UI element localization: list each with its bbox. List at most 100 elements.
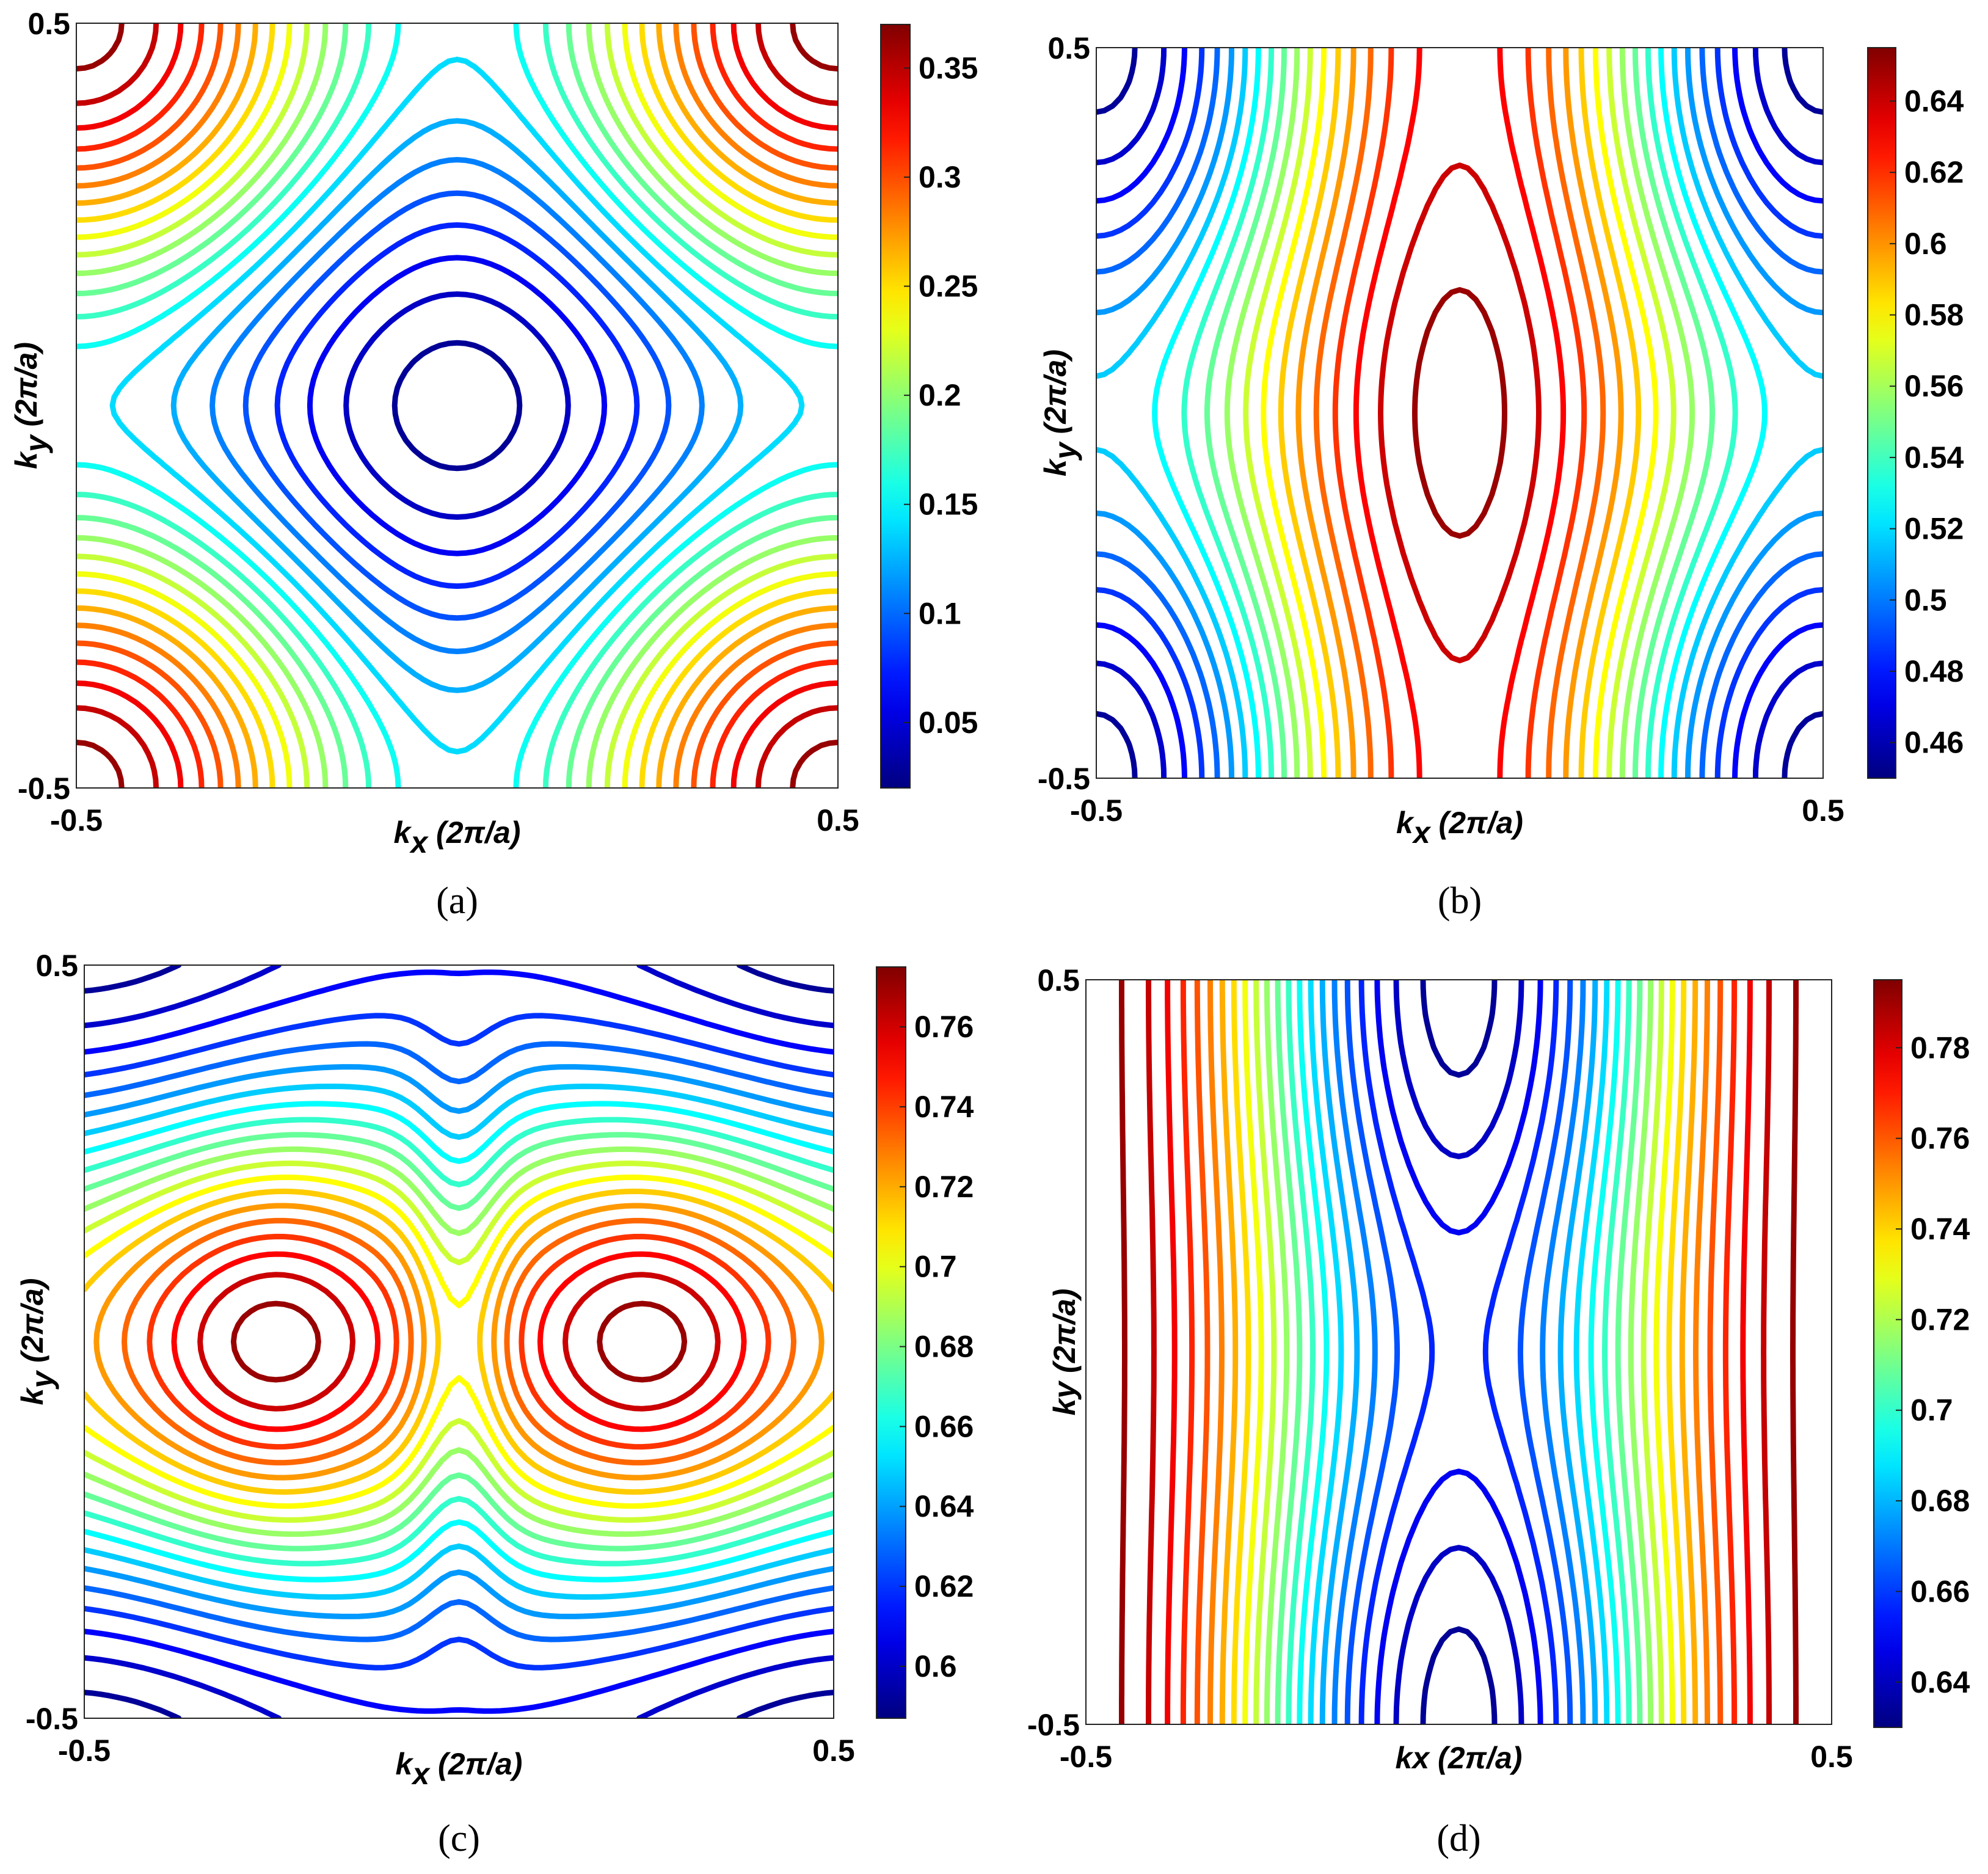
colorbar-tick-label: 0.64: [1910, 1665, 1970, 1699]
colorbar-tick-label: 0.6: [914, 1649, 957, 1683]
colorbar-tick-label: 0.68: [1910, 1484, 1970, 1518]
colorbar-tick-label: 0.3: [919, 160, 961, 194]
colorbar-tick-label: 0.74: [1910, 1212, 1970, 1246]
contour-level-21: [1146, 980, 1772, 1724]
contour-level-8: [1152, 48, 1768, 778]
colorbar-tick-label: 0.2: [919, 378, 961, 412]
contour-level-11: [84, 1146, 834, 1537]
contour-level-20: [1165, 980, 1753, 1724]
contour-lines: [76, 23, 838, 788]
contour-level-19: [197, 1272, 721, 1412]
colorbar-tick-label: 0.72: [1910, 1302, 1970, 1336]
x-tick-label: 0.5: [817, 803, 859, 837]
colorbar-tick-label: 0.54: [1904, 440, 1964, 475]
contour-level-12: [84, 1161, 834, 1523]
contour-level-6: [84, 1064, 834, 1619]
y-tick-label: -0.5: [18, 771, 70, 806]
contour-level-3: [307, 255, 608, 556]
y-tick-label: -0.5: [1038, 762, 1090, 796]
contour-level-14: [76, 23, 838, 788]
plot-frame: [1085, 979, 1832, 1725]
contour-level-9: [76, 23, 838, 788]
colorbar-tick-label: 0.64: [914, 1489, 974, 1523]
colorbar-tick-label: 0.66: [1910, 1574, 1970, 1608]
contour-level-6: [1096, 48, 1823, 778]
colorbar-tick-label: 0.25: [919, 269, 978, 304]
contour-level-18: [1194, 980, 1724, 1724]
colorbar-gradient: [880, 24, 911, 789]
contour-level-4: [1358, 980, 1559, 1724]
colorbar-tick-label: 0.68: [914, 1330, 974, 1364]
contour-level-17: [147, 1233, 771, 1450]
panel-b: -0.5 0.5 -0.5 0.5 kx (2π/a) ky (2π/a) 0.46 0.48…: [1038, 31, 1964, 922]
x-axis-label: kx (2π/a): [396, 1747, 523, 1791]
x-tick-label: 0.5: [812, 1734, 855, 1768]
colorbar: 0.6 0.62 0.64 0.66 0.68 0.7 0.72 0.74 0.76: [876, 966, 974, 1719]
y-tick-label: 0.5: [27, 7, 70, 41]
contour-level-15: [93, 1203, 825, 1481]
x-tick-label: -0.5: [50, 803, 103, 837]
y-tick-label: 0.5: [1037, 963, 1080, 997]
colorbar-tick-label: 0.58: [1904, 298, 1964, 332]
colorbar-tick-label: 0.7: [914, 1250, 957, 1284]
contour-level-1: [1096, 48, 1823, 778]
plot-frame: [1096, 47, 1824, 779]
contour-level-10: [84, 1132, 834, 1551]
colorbar-tick-label: 0.74: [914, 1090, 974, 1124]
contour-level-15: [1295, 48, 1624, 778]
colorbar-tick-label: 0.6: [1904, 227, 1947, 261]
x-tick-label: -0.5: [58, 1734, 111, 1768]
contour-level-16: [122, 1217, 796, 1466]
contour-level-16: [76, 23, 838, 788]
colorbar-tick-label: 0.35: [919, 51, 978, 85]
contour-level-14: [84, 1188, 834, 1495]
contour-level-13: [76, 23, 838, 788]
y-tick-label: -0.5: [26, 1702, 78, 1736]
x-tick-label: -0.5: [1060, 1740, 1112, 1774]
contour-level-15: [1231, 980, 1687, 1724]
contour-level-10: [1204, 48, 1716, 778]
contour-level-5: [1344, 980, 1573, 1724]
colorbar-tick-label: 0.52: [1904, 512, 1964, 546]
contour-level-16: [1219, 980, 1699, 1724]
contour-level-19: [76, 23, 838, 788]
x-tick-label: -0.5: [1070, 793, 1123, 828]
panel-label: (d): [1436, 1818, 1480, 1859]
contour-level-8: [109, 56, 805, 755]
contour-level-9: [1297, 980, 1621, 1724]
contour-level-2: [1393, 980, 1524, 1724]
contour-level-8: [1308, 980, 1610, 1724]
contour-level-21: [76, 23, 838, 788]
colorbar: 0.05 0.1 0.15 0.2 0.25 0.3 0.35: [880, 24, 978, 789]
contour-level-18: [1353, 48, 1567, 778]
panel-label: (b): [1438, 880, 1482, 922]
contour-level-20: [76, 23, 838, 788]
contour-level-9: [84, 1117, 834, 1567]
x-tick-label: 0.5: [1802, 793, 1844, 828]
contour-level-5: [1096, 48, 1823, 778]
colorbar-tick-label: 0.7: [1910, 1393, 1953, 1427]
panel-label: (a): [436, 880, 478, 922]
contour-level-7: [1096, 48, 1823, 778]
contour-level-14: [1242, 980, 1675, 1724]
panel-label: (c): [438, 1818, 480, 1859]
contour-level-1: [84, 965, 834, 1718]
colorbar-tick-label: 0.76: [914, 1010, 974, 1044]
contour-level-13: [1261, 48, 1659, 778]
colorbar: 0.46 0.48 0.5 0.52 0.54 0.56 0.58 0.6 0.62 0.64: [1867, 47, 1964, 779]
y-tick-label: 0.5: [35, 949, 78, 983]
contour-lines: [84, 965, 834, 1718]
contour-level-3: [84, 969, 834, 1714]
contour-level-17: [1332, 48, 1587, 778]
colorbar-tick-label: 0.64: [1904, 84, 1964, 118]
contour-level-2: [84, 965, 834, 1718]
contour-level-6: [1331, 980, 1586, 1724]
contour-level-13: [84, 1174, 834, 1509]
colorbar-tick-label: 0.66: [914, 1409, 974, 1443]
contour-level-22: [1119, 980, 1799, 1724]
contour-level-2: [1096, 48, 1823, 778]
x-tick-label: 0.5: [1810, 1740, 1853, 1774]
y-tick-label: 0.5: [1047, 31, 1090, 65]
contour-level-4: [274, 222, 640, 589]
contour-level-18: [171, 1251, 747, 1432]
